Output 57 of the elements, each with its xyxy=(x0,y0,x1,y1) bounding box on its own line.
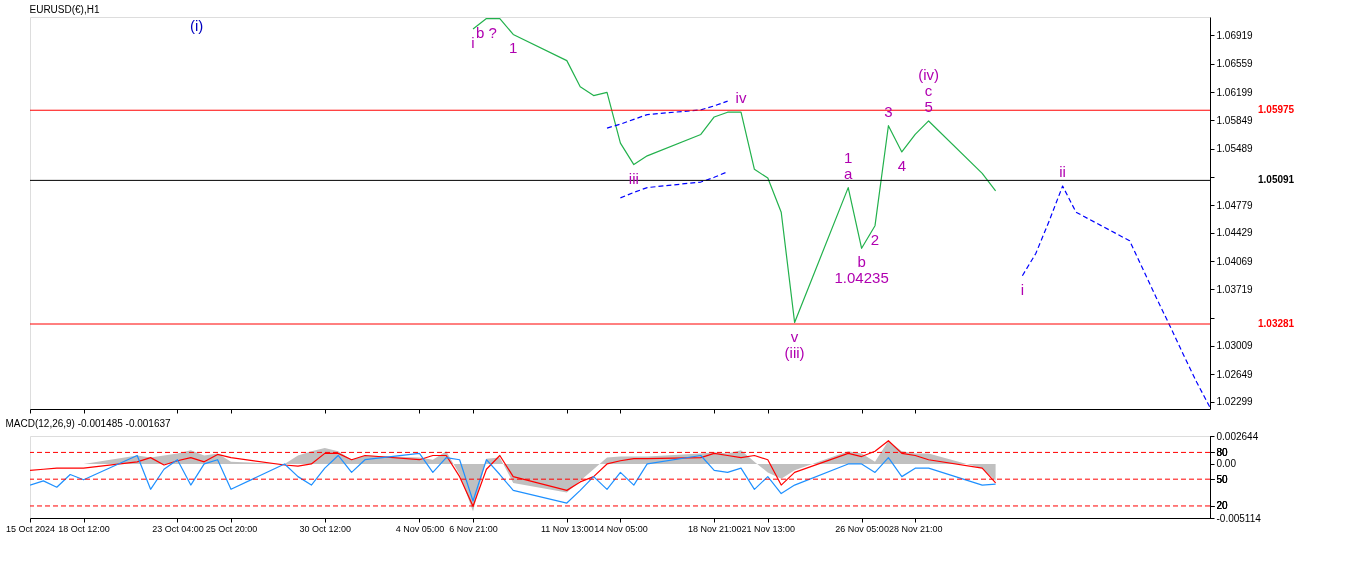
annotation: ii xyxy=(1059,163,1066,181)
x-tick-label: 15 Oct 2024 xyxy=(5,523,56,534)
y-tick-label: 0.002644 xyxy=(1216,430,1259,442)
y-tick-label: 1.03719 xyxy=(1216,283,1254,295)
annotation: 2 xyxy=(870,230,880,248)
x-tick-label: 28 Nov 21:00 xyxy=(888,523,943,534)
y-tick-label: 1.04779 xyxy=(1216,199,1254,211)
chart-title: EURUSD(€),H1 xyxy=(29,4,100,15)
y-tick-label: -0.005114 xyxy=(1216,512,1262,524)
y-tick-label: 1.02649 xyxy=(1216,368,1254,380)
x-tick-label: 21 Nov 13:00 xyxy=(741,523,796,534)
line-series xyxy=(30,452,997,504)
annotation: (iv) xyxy=(918,65,940,83)
annotation: v xyxy=(790,327,799,345)
x-tick-label: 30 Oct 12:00 xyxy=(299,523,352,534)
x-tick-label: 4 Nov 05:00 xyxy=(395,523,445,534)
y-tick-label: 1.05489 xyxy=(1216,143,1254,155)
y-tick-label: 1.06559 xyxy=(1216,58,1254,70)
y-tick-label: 1.02299 xyxy=(1216,396,1254,408)
annotation: 1 xyxy=(844,148,853,166)
x-tick-label: 18 Nov 21:00 xyxy=(687,523,742,534)
y-tick-label: 1.03009 xyxy=(1216,340,1254,352)
annotation: 4 xyxy=(897,156,906,174)
x-tick-label: 25 Oct 20:00 xyxy=(205,523,258,534)
ref-line-label: 1.03281 xyxy=(1258,318,1295,330)
ref-line-label: 1.05091 xyxy=(1258,174,1295,186)
chart-title: MACD(12,26,9) -0.001485 -0.001637 xyxy=(5,418,172,429)
annotation: c xyxy=(924,81,933,99)
annotation: i xyxy=(1020,280,1025,298)
x-tick-label: 14 Nov 05:00 xyxy=(594,523,648,534)
x-tick-label: 26 Nov 05:00 xyxy=(835,523,889,534)
y-tick-label: 1.04069 xyxy=(1216,255,1254,267)
y2-tick-label: 50 xyxy=(1216,473,1229,485)
line-series xyxy=(1021,185,1210,409)
annotation: 1.04235 xyxy=(834,269,889,287)
x-tick-label: 11 Nov 13:00 xyxy=(540,523,594,534)
line-series xyxy=(606,100,729,129)
annotation: a xyxy=(844,164,854,182)
annotation: iv xyxy=(735,89,747,107)
y-tick-label: 1.06919 xyxy=(1216,29,1254,41)
y2-tick-label: 20 xyxy=(1216,500,1229,512)
line-series xyxy=(472,17,997,324)
y-tick-label: 1.05849 xyxy=(1216,114,1254,126)
x-tick-label: 23 Oct 04:00 xyxy=(152,523,204,534)
ref-line-label: 1.05975 xyxy=(1258,104,1295,116)
y-tick-label: 1.04429 xyxy=(1216,227,1254,239)
annotation: b xyxy=(857,253,866,271)
annotation: (i) xyxy=(190,17,204,34)
annotation: b ? xyxy=(475,23,497,41)
annotation: (iii) xyxy=(784,343,805,361)
x-tick-label: 18 Oct 12:00 xyxy=(58,523,110,534)
annotation: i xyxy=(471,33,475,51)
annotation: 1 xyxy=(509,39,518,57)
x-tick-label: 6 Nov 21:00 xyxy=(449,523,498,534)
y2-tick-label: 80 xyxy=(1216,446,1229,458)
y-tick-label: 0.00 xyxy=(1216,458,1237,470)
y-tick-label: 1.06199 xyxy=(1216,86,1254,98)
